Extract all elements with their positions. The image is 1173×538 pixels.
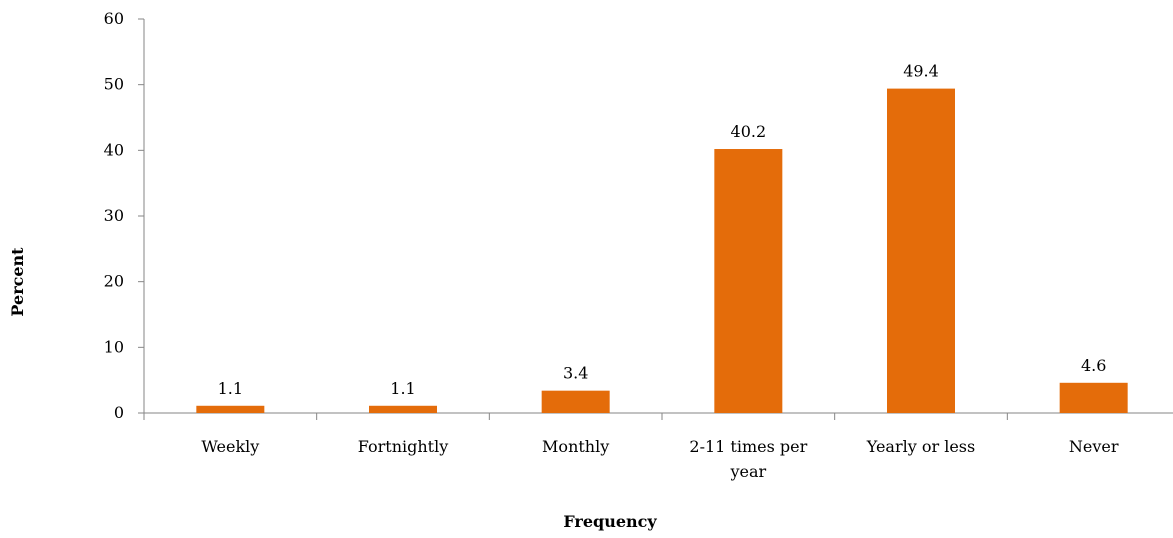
y-tick-label: 0 xyxy=(114,403,124,422)
x-tick-label-line: Weekly xyxy=(201,437,259,456)
y-tick-label: 10 xyxy=(104,337,124,356)
bar xyxy=(1059,382,1128,413)
data-labels: 1.1 1.1 3.4 40.2 49.4 4.6 xyxy=(218,62,1107,398)
y-tick-label: 20 xyxy=(104,272,124,291)
x-tick-label-line: Monthly xyxy=(542,437,609,456)
data-label: 1.1 xyxy=(218,379,243,398)
x-axis-title: Frequency xyxy=(563,512,657,531)
axes xyxy=(138,18,1173,420)
data-label: 4.6 xyxy=(1081,356,1106,375)
x-tick-label: Fortnightly xyxy=(358,437,449,456)
y-tick-label: 60 xyxy=(104,9,124,28)
x-tick-label-line: 2-11 times per xyxy=(689,437,807,456)
y-tick-label: 40 xyxy=(104,140,124,159)
x-tick-label: Never xyxy=(1069,437,1119,456)
bars xyxy=(196,88,1128,414)
y-tick-label: 50 xyxy=(104,75,124,94)
x-tick-label: 2-11 times per year xyxy=(689,437,807,481)
bar xyxy=(714,149,783,413)
x-tick-label-line: Yearly or less xyxy=(866,437,975,456)
data-label: 40.2 xyxy=(731,122,767,141)
x-tick-label-line: year xyxy=(729,462,766,481)
x-tick-label: Weekly xyxy=(201,437,259,456)
y-axis-title: Percent xyxy=(8,247,27,317)
bar xyxy=(196,405,265,413)
x-tick-label: Yearly or less xyxy=(866,437,975,456)
bar xyxy=(369,405,437,413)
bar xyxy=(541,390,610,413)
bar xyxy=(887,88,955,414)
y-tick-label: 30 xyxy=(104,206,124,225)
data-label: 1.1 xyxy=(390,379,415,398)
data-label: 3.4 xyxy=(563,364,588,383)
x-tick-label: Monthly xyxy=(542,437,609,456)
x-tick-label-line: Never xyxy=(1069,437,1119,456)
tick-labels: 0 10 20 30 40 50 60 Weekly Fortnightly Monthly 2-1… xyxy=(104,9,1119,481)
data-label: 49.4 xyxy=(903,62,939,81)
x-tick-label-line: Fortnightly xyxy=(358,437,449,456)
